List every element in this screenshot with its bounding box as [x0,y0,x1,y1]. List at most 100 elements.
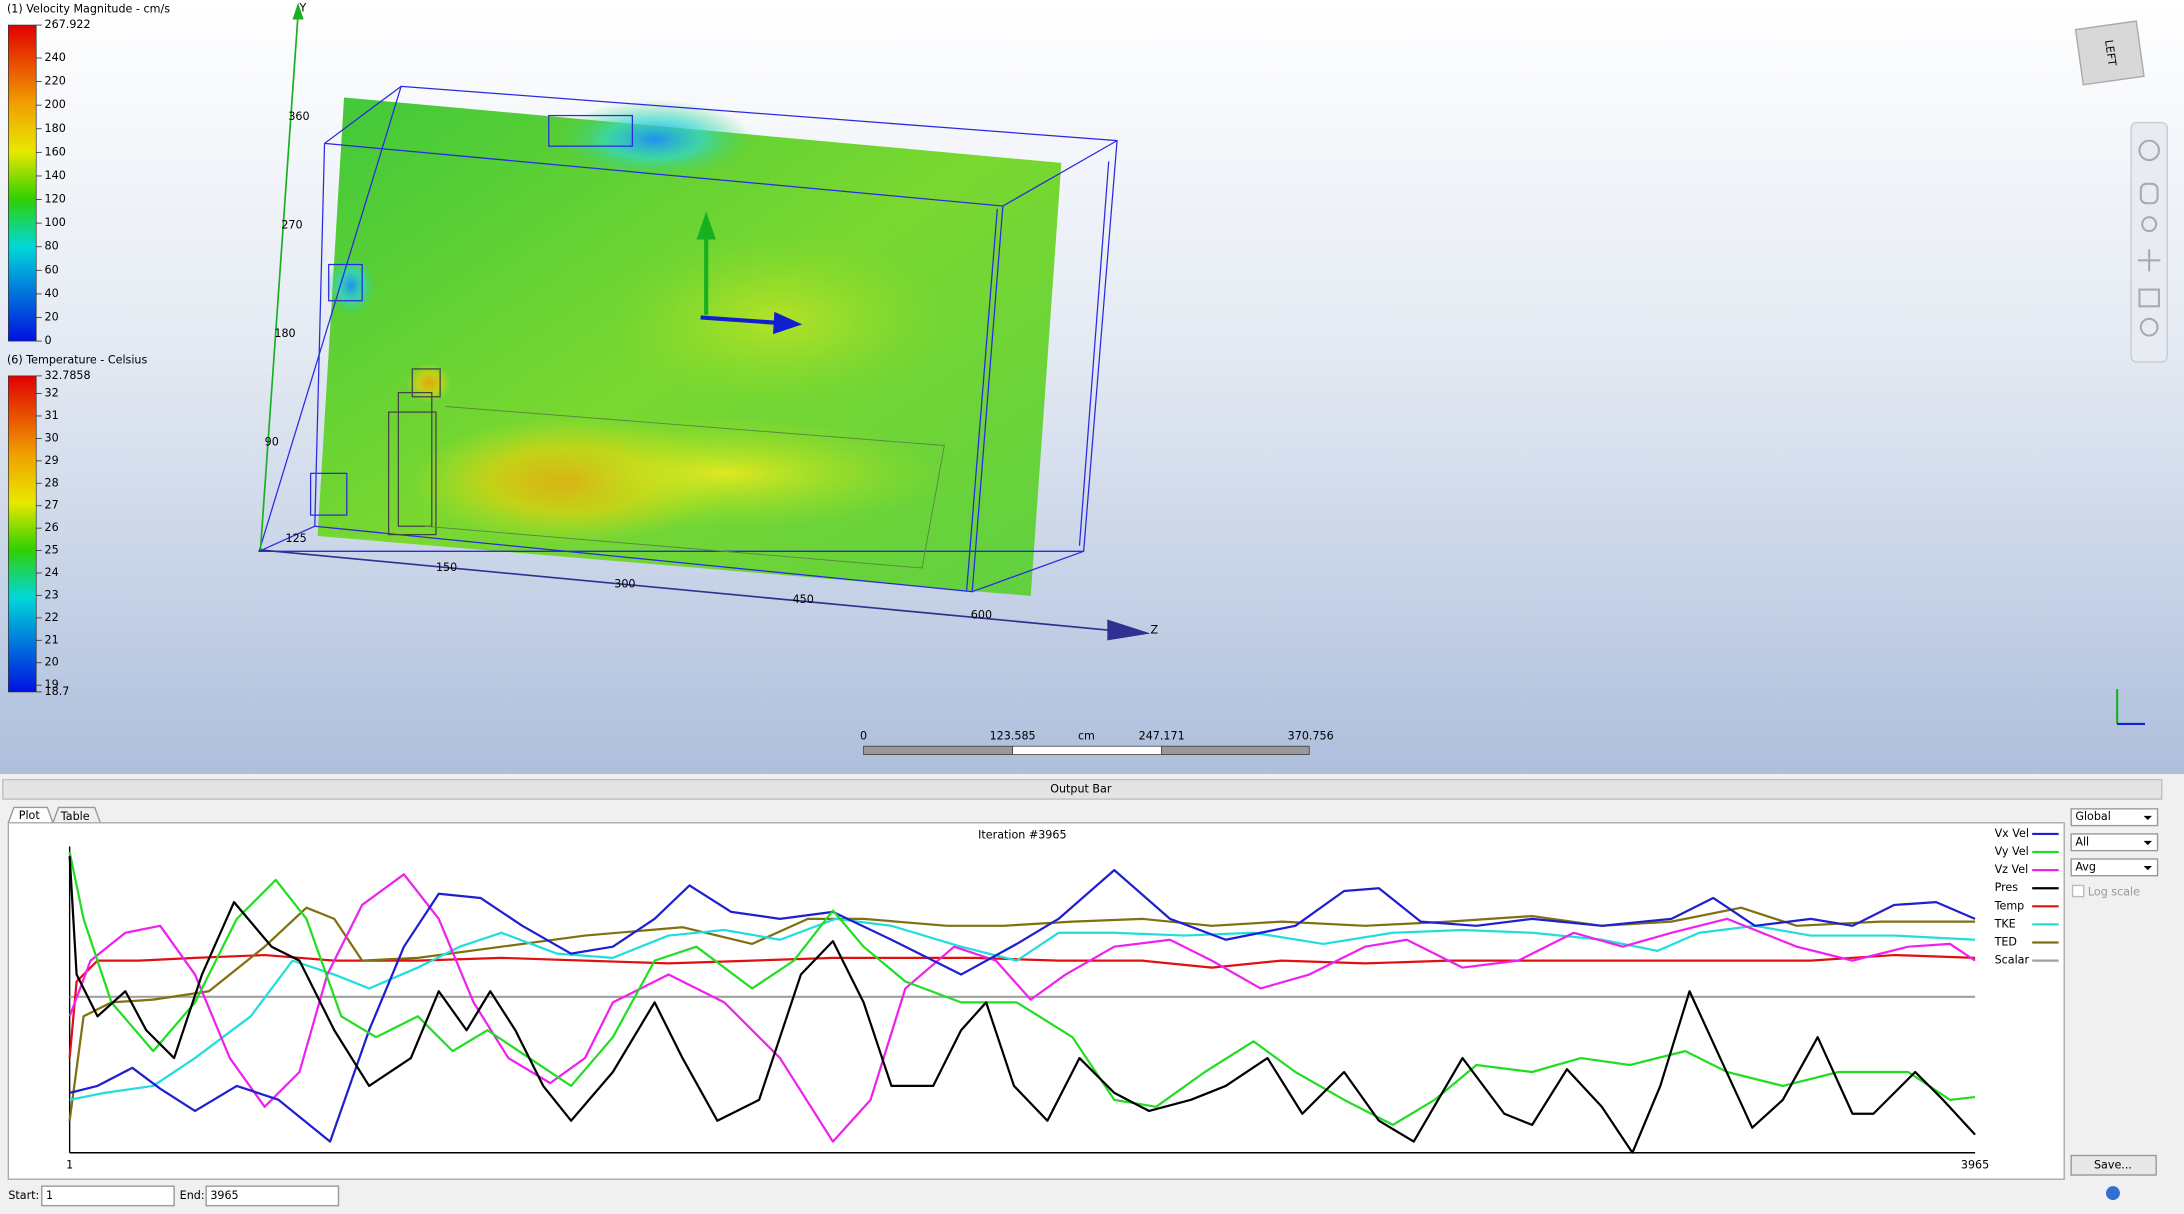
legend-tick-label: 40 [45,287,59,300]
checkbox[interactable] [2071,884,2085,898]
legend-tick-label: 32 [45,387,59,400]
view-axis [700,315,781,326]
legend-tick-label: 26 [45,521,59,534]
legend-tick-label: 27 [45,499,59,512]
tab[interactable] [52,806,101,824]
legend-tick-label: 100 [45,216,66,229]
zoom-button[interactable] [2141,216,2158,233]
end-input[interactable] [205,1185,340,1207]
legend-tick-label: 19 [45,678,59,691]
vy-line [68,851,1976,1127]
tab-label: Table [60,810,90,823]
legend-tick-label: 220 [45,75,66,88]
dropdown[interactable] [2070,808,2159,827]
legend-tick-label: 23 [45,588,59,601]
heat-source [397,391,433,527]
output-bar-header[interactable] [2,778,2163,800]
legend-tick-label: 32.7858 [45,369,91,382]
cube-face[interactable] [2074,20,2145,86]
fit-button[interactable] [2138,288,2160,308]
axis-tick: 90 [265,436,279,449]
velocity-legend: (1) Velocity Magnitude - cm/s [7,3,170,342]
legend-tick-label: 200 [45,98,66,111]
legend-tick-label: 120 [45,193,66,206]
legend-tick-label: 80 [45,240,59,253]
legend-tick-label: 180 [45,122,66,135]
start-input[interactable] [41,1185,175,1207]
view-axis-head [696,211,716,240]
legend-tick-label: 30 [45,431,59,444]
box-edge [972,550,1084,593]
dropdown-value: Avg [2075,860,2096,873]
plot-title: Iteration #3965 [978,828,1066,841]
legend-label: Scalar [1995,954,2030,967]
dropdown[interactable] [2070,833,2159,852]
legend-tick-label: 29 [45,454,59,467]
axis-tick: 450 [793,593,814,606]
curves [68,851,1976,1154]
help-icon[interactable] [2106,1186,2120,1201]
orbit-button[interactable] [2138,139,2160,162]
legend-label: Temp [1994,899,2025,912]
view-cube[interactable]: LEFT [2074,20,2145,86]
legend-tick-label: 20 [45,656,59,669]
scale-segment [1012,745,1163,755]
object [309,472,348,516]
legend-tick-label: 140 [45,169,66,182]
legend-label: TKE [1994,917,2016,930]
warm-zone [501,417,948,530]
box-edge [258,85,402,552]
start-label: Start: [8,1189,39,1202]
heat-source [387,411,437,536]
range-controls: Start: 1 End: 3965 [8,1185,340,1207]
outlet [328,263,363,302]
end-label: End: [180,1189,205,1202]
scale-segment [863,745,1014,755]
checkbox-label: Log scale [2088,885,2140,898]
tab[interactable] [7,806,54,824]
pan-button[interactable] [2139,182,2159,205]
tab-label: Plot [19,809,41,822]
table [424,406,945,569]
legend-tick-label: 24 [45,566,59,579]
temperature-legend: (6) Temperature - Celsius [7,354,148,693]
legend-tick-label: 25 [45,544,59,557]
walk-button[interactable] [2138,249,2161,272]
nav-toolbar [2130,121,2168,363]
axis-label: Y [298,1,306,14]
legend-tick-label: 18.7 [45,685,70,698]
legend-title: (6) Temperature - Celsius [7,354,148,367]
look-button[interactable] [2139,317,2159,337]
scale-label: 123.585 [990,729,1036,742]
legend-tick-label: 267.922 [45,18,91,31]
box-edge [314,142,1004,593]
dropdown-value: Global [2075,810,2111,823]
scale-label: 0 [860,729,867,742]
end-value: 3965 [210,1189,238,1202]
z-axis-head [1107,619,1151,641]
tke-line [69,917,1976,1101]
legend-label: Pres [1995,881,2019,894]
legend-label: Vz Vel [1995,863,2029,876]
dropdown-arrow [2143,865,2152,871]
dropdown[interactable] [2070,858,2159,877]
toolbar [2130,121,2168,363]
x-end-label: 3965 [1961,1158,1989,1171]
plot-area [7,822,2065,1180]
color-bar [8,375,37,693]
axis-tick: 270 [281,219,302,232]
box-edge [966,208,998,591]
dropdown-arrow [2143,815,2152,821]
legend-tick-label: 21 [45,633,59,646]
scene: Y 360 270 180 90 125 Z 150 300 450 600 [258,1,1159,641]
legend-tick-label: 20 [45,310,59,323]
output-bar-title: Output Bar [1050,782,1112,795]
save-button[interactable] [2070,1154,2157,1176]
vz-line [68,873,1976,1143]
legend-label: TED [1994,936,2017,949]
legend-label: Vy Vel [1995,845,2029,858]
cold-zone [557,100,753,179]
box-edge [1002,140,1118,207]
